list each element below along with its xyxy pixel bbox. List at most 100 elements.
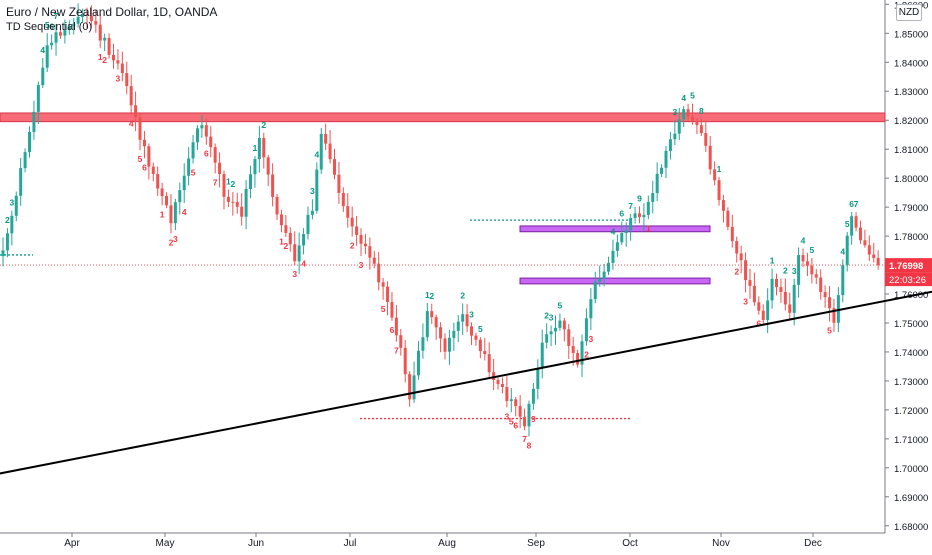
- candle-body: [421, 337, 425, 351]
- price-axis-tick-label: 1.84000: [894, 58, 928, 69]
- candle-body: [253, 159, 257, 175]
- candle-body: [744, 260, 748, 281]
- td-count-label: 4: [301, 258, 306, 268]
- td-count-label: 4: [801, 235, 806, 245]
- td-count-label: 5: [45, 20, 50, 30]
- td-count-label: 6: [390, 325, 395, 335]
- candle-body: [593, 281, 597, 300]
- candle-body: [1, 250, 5, 257]
- countdown-tag: [885, 272, 932, 287]
- td-count-label: 1: [98, 52, 103, 62]
- td-count-label: 5: [478, 324, 483, 334]
- td-count-label: 1: [279, 236, 284, 246]
- td-count-label: 3: [588, 334, 593, 344]
- candle-body: [89, 15, 93, 22]
- candle-body: [103, 37, 107, 41]
- candle-body: [341, 192, 345, 207]
- candle-body: [142, 139, 146, 147]
- candle-body: [195, 128, 199, 143]
- candle-body: [554, 327, 557, 332]
- candle-body: [518, 406, 522, 417]
- td-count-label: 6: [204, 149, 209, 159]
- candle-body: [178, 190, 182, 203]
- candle-body: [23, 152, 27, 169]
- td-count-label: 8: [699, 106, 704, 116]
- price-axis-tick-label: 1.74000: [894, 348, 928, 359]
- candle-body: [752, 285, 756, 303]
- td-count-label: 5: [827, 326, 832, 336]
- candle-body: [275, 196, 279, 215]
- td-count-label: 2: [460, 291, 465, 301]
- time-axis-tick-label: Aug: [438, 538, 456, 549]
- candle-body: [120, 63, 124, 74]
- candle-body: [129, 86, 133, 106]
- candle-body: [832, 308, 836, 323]
- candle-body: [629, 218, 633, 231]
- td-count-label: 4: [182, 207, 187, 217]
- candle-body: [408, 374, 412, 400]
- td-count-label: 5: [809, 245, 814, 255]
- candle-body: [562, 320, 566, 330]
- candle-body: [363, 243, 367, 247]
- indicator-label[interactable]: TD Sequential (0): [6, 21, 93, 33]
- candle-body: [775, 278, 778, 288]
- candle-body: [271, 174, 275, 197]
- candle-body: [607, 262, 611, 272]
- td-count-label: 4: [840, 246, 845, 256]
- candle-body: [293, 244, 297, 262]
- candle-body: [726, 210, 730, 227]
- candle-body: [235, 202, 239, 207]
- candle-body: [187, 158, 191, 176]
- td-count-label: 4: [611, 227, 616, 237]
- td-count-label: 7: [213, 177, 218, 187]
- time-axis-tick-label: Jun: [248, 538, 264, 549]
- candle-body: [377, 263, 381, 283]
- candle-body: [346, 206, 350, 218]
- td-count-label: 1: [425, 290, 430, 300]
- candle-body: [443, 338, 447, 352]
- candle-body: [655, 173, 659, 194]
- candle-body: [138, 117, 142, 140]
- candle-body: [125, 73, 129, 87]
- candle-body: [350, 217, 354, 227]
- currency-badge[interactable]: NZD: [896, 4, 922, 21]
- td-count-label: 3: [116, 74, 121, 84]
- td-count-label: 3: [292, 269, 297, 279]
- candle-body: [399, 335, 403, 348]
- td-count-label: 1: [717, 164, 722, 174]
- trendline: [0, 290, 932, 475]
- candle-body: [828, 297, 832, 309]
- candle-body: [620, 233, 624, 243]
- time-axis-tick-label: Jul: [344, 538, 357, 549]
- candle-body: [677, 119, 681, 134]
- candle-body: [288, 232, 292, 245]
- chart-title: Euro / New Zealand Dollar, 1D, OANDA: [6, 5, 218, 19]
- td-count-label: 2: [5, 215, 10, 225]
- td-count-label: 3: [743, 296, 748, 306]
- candle-body: [863, 240, 867, 246]
- candle-body: [496, 380, 500, 384]
- candle-body: [770, 278, 774, 301]
- candle-body: [523, 416, 527, 427]
- candle-body: [664, 150, 668, 168]
- td-count-label: 3: [469, 309, 474, 319]
- candle-body: [297, 245, 301, 262]
- candle-body: [368, 246, 372, 258]
- td-count-label: 2: [102, 55, 107, 65]
- candle-body: [173, 202, 177, 224]
- candle-body: [819, 277, 823, 293]
- candle-body: [315, 169, 319, 211]
- candle-body: [536, 368, 540, 389]
- candle-body: [28, 131, 32, 153]
- candle-body: [67, 25, 71, 30]
- td-count-label: 1: [226, 176, 231, 186]
- candle-body: [156, 173, 160, 189]
- candle-body: [165, 196, 169, 206]
- range-box-2: [519, 277, 711, 285]
- td-count-label: 9: [531, 414, 536, 424]
- candle-body: [651, 193, 655, 202]
- candle-body: [54, 32, 58, 43]
- candle-body: [514, 399, 518, 407]
